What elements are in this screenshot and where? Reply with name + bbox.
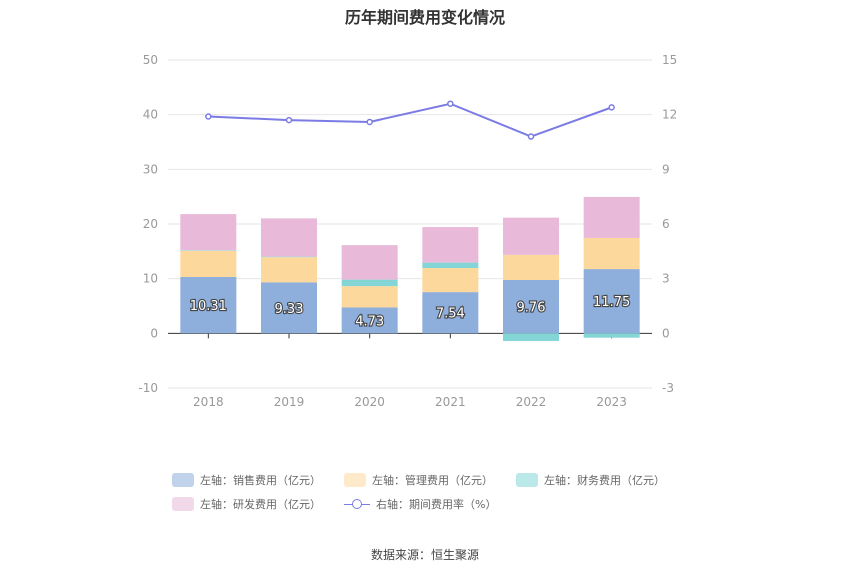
bar-sales [422,292,479,334]
expense-rate-point [447,100,454,107]
bar-admin [422,268,479,293]
right-axis-tick-label: 15 [662,53,677,67]
bar-finance [503,333,559,341]
bar-sales [341,307,398,334]
bar-data-label: 11.75 [593,295,630,310]
right-axis-tick-label: 3 [662,272,670,286]
bar-rnd [583,196,640,238]
legend-label-expense-rate: 右轴：期间费用率（%） [376,498,497,511]
legend-label-sales: 左轴：销售费用（亿元） [200,474,321,487]
bar-data-label: 9.76 [517,301,546,316]
bar-rnd [341,245,398,280]
legend-item-expense-rate[interactable]: 右轴：期间费用率（%） [344,496,496,512]
left-axis-tick-label: 30 [143,162,158,176]
legend-item-admin[interactable]: 左轴：管理费用（亿元） [344,472,493,488]
bar-rnd [422,227,479,263]
left-axis-tick-label: 10 [143,272,158,286]
legend-label-finance: 左轴：财务费用（亿元） [544,474,665,487]
bar-data-label: 10.31 [190,299,227,314]
bar-finance [180,250,237,251]
expense-rate-point [608,104,615,111]
x-axis-tick-label: 2021 [435,395,466,409]
bar-finance [422,262,479,269]
bar-admin [583,237,640,270]
x-axis-tick-label: 2018 [193,395,224,409]
bar-rnd [180,214,237,251]
right-axis-tick-label: 12 [662,108,677,122]
right-axis-tick-label: -3 [662,381,674,395]
legend-swatch-sales [172,473,194,487]
legend-swatch-rnd [172,497,194,511]
x-axis-tick-label: 2023 [596,395,627,409]
left-axis-tick-label: 0 [150,326,158,340]
bar-rnd [503,217,559,255]
x-axis-tick-label: 2022 [516,395,547,409]
left-axis-tick-label: 40 [143,108,158,122]
legend-swatch-admin [344,473,366,487]
bar-sales [503,279,559,334]
right-axis-tick-label: 9 [662,162,670,176]
legend-line-marker-icon [344,497,370,511]
bar-finance [341,279,398,287]
legend-label-rnd: 左轴：研发费用（亿元） [200,498,321,511]
left-axis-tick-label: -10 [138,381,158,395]
expense-rate-point [205,113,212,120]
right-axis-tick-label: 0 [662,326,670,340]
x-axis-tick-label: 2020 [354,395,385,409]
bar-data-label: 4.73 [355,314,384,329]
right-axis-tick-label: 6 [662,217,670,231]
left-axis-tick-label: 20 [143,217,158,231]
legend-item-finance[interactable]: 左轴：财务费用（亿元） [516,472,665,488]
bar-sales [583,269,640,334]
legend-item-rnd[interactable]: 左轴：研发费用（亿元） [172,496,321,512]
chart-title: 历年期间费用变化情况 [344,8,505,27]
bar-data-label: 9.33 [275,302,304,317]
chart-plot: -10 0 10 20 30 40 50 -3 0 3 6 9 12 15 2018 2019 2020 2021… [138,53,677,409]
expense-rate-point [285,116,293,124]
x-axis-tick-label: 2019 [274,395,305,409]
bar-finance [583,333,640,338]
legend-item-sales[interactable]: 左轴：销售费用（亿元） [172,472,321,488]
bar-admin [341,286,398,308]
data-source: 数据来源：恒生聚源 [370,548,479,562]
bar-admin [261,257,317,283]
expense-rate-point [527,133,535,140]
expense-rate-point [366,118,373,126]
legend-swatch-finance [516,473,538,487]
legend-label-admin: 左轴：管理费用（亿元） [372,474,493,487]
expense-rate-line [208,102,613,138]
bar-data-label: 7.54 [436,307,465,322]
bar-sales [180,276,237,334]
left-axis-tick-label: 50 [143,53,158,67]
bar-sales [261,282,317,334]
bar-admin [180,250,237,277]
bar-rnd [261,218,317,257]
bar-admin [503,254,559,280]
bar-finance [261,256,317,258]
